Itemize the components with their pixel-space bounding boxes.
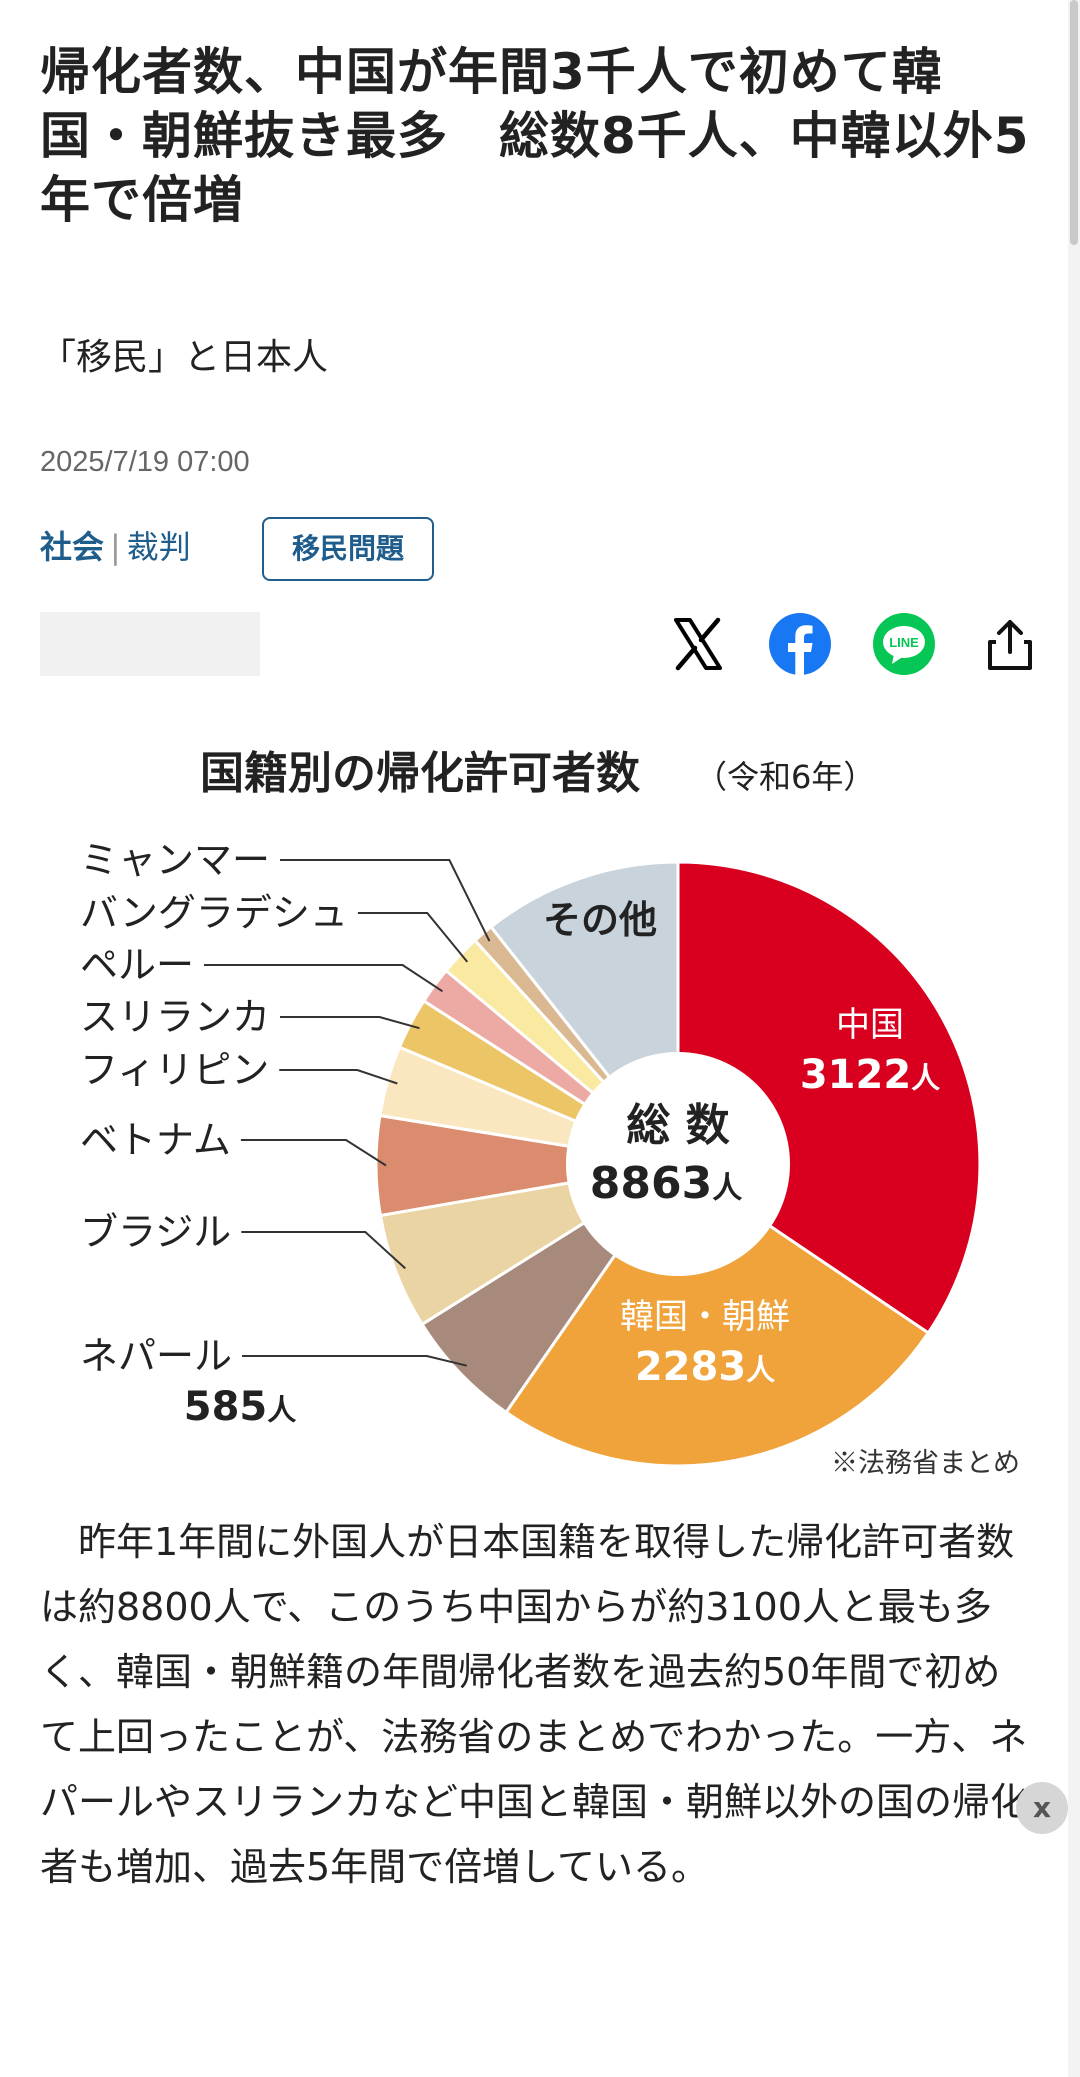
leader-line-4 bbox=[240, 1139, 387, 1167]
slice-label-6: スリランカ bbox=[80, 995, 270, 1039]
slice-label-0: 中国 bbox=[836, 1005, 904, 1045]
series-label[interactable]: 「移民」と日本人 bbox=[40, 337, 329, 378]
slice-label-2: ネパール bbox=[80, 1334, 232, 1378]
close-ad-button[interactable]: x bbox=[1016, 1782, 1068, 1834]
center-total: 8863人 bbox=[590, 1158, 742, 1209]
leader-line-3 bbox=[241, 1231, 406, 1270]
center-label: 総 数 bbox=[626, 1100, 729, 1151]
leader-line-7 bbox=[204, 964, 444, 993]
pie-chart: 国籍別の帰化許可者数 （令和6年） 総 数 8863人 中国 3122人韓国・朝鮮… bbox=[80, 748, 1020, 1479]
share-line-button[interactable]: LINE bbox=[872, 612, 936, 676]
scrollbar[interactable] bbox=[1068, 0, 1080, 2077]
chart-subtitle: （令和6年） bbox=[695, 758, 875, 796]
slice-value-2: 585人 bbox=[184, 1384, 297, 1430]
category-link-society[interactable]: 社会 bbox=[40, 528, 105, 566]
chart-title: 国籍別の帰化許可者数 bbox=[200, 748, 640, 799]
slice-label-3: ブラジル bbox=[80, 1210, 231, 1254]
ad-placeholder bbox=[40, 612, 260, 676]
slice-value-1: 2283人 bbox=[635, 1344, 775, 1390]
facebook-icon bbox=[769, 613, 831, 676]
category-breadcrumb: 社会 | 裁判 bbox=[40, 522, 191, 568]
slice-label-9: ミャンマー bbox=[80, 838, 270, 882]
slice-label-4: ベトナム bbox=[80, 1118, 231, 1162]
slice-label-7: ペルー bbox=[80, 943, 194, 987]
x-icon bbox=[674, 617, 722, 671]
leader-line-5 bbox=[279, 1069, 398, 1085]
leader-line-6 bbox=[280, 1016, 420, 1030]
share-x-button[interactable] bbox=[666, 612, 730, 676]
topic-tag-button[interactable]: 移民問題 bbox=[262, 517, 434, 581]
line-icon: LINE bbox=[873, 613, 935, 675]
chart-source: ※法務省まとめ bbox=[831, 1448, 1020, 1479]
share-icon bbox=[988, 620, 1032, 670]
article-headline: 帰化者数、中国が年間3千人で初めて韓国・朝鮮抜き最多 総数8千人、中韓以外5年で… bbox=[40, 43, 1030, 229]
share-more-button[interactable] bbox=[978, 612, 1042, 676]
category-separator: | bbox=[110, 528, 121, 566]
share-facebook-button[interactable] bbox=[768, 612, 832, 676]
slice-label-10: その他 bbox=[543, 898, 657, 942]
leader-line-8 bbox=[357, 912, 469, 963]
svg-text:LINE: LINE bbox=[889, 635, 919, 650]
scrollbar-thumb[interactable] bbox=[1070, 0, 1078, 245]
slice-label-8: バングラデシュ bbox=[80, 891, 348, 935]
slice-label-1: 韓国・朝鮮 bbox=[620, 1297, 790, 1337]
leader-line-2 bbox=[242, 1355, 468, 1367]
publish-date: 2025/7/19 07:00 bbox=[40, 446, 250, 478]
pie-center-hole bbox=[566, 1052, 790, 1276]
article-body: 昨年1年間に外国人が日本国籍を取得した帰化許可者数は約8800人で、このうち中国… bbox=[40, 1520, 1029, 1889]
pie-slice-0 bbox=[676, 860, 982, 1335]
leader-line-9 bbox=[280, 859, 491, 942]
pie-slice-1 bbox=[504, 1161, 931, 1468]
slice-value-0: 3122人 bbox=[800, 1052, 940, 1098]
pie-chart-figure: 国籍別の帰化許可者数 （令和6年） 総 数 8863人 中国 3122人韓国・朝鮮… bbox=[0, 720, 1080, 1500]
slice-label-5: フィリピン bbox=[80, 1048, 269, 1092]
category-link-court[interactable]: 裁判 bbox=[126, 528, 191, 566]
